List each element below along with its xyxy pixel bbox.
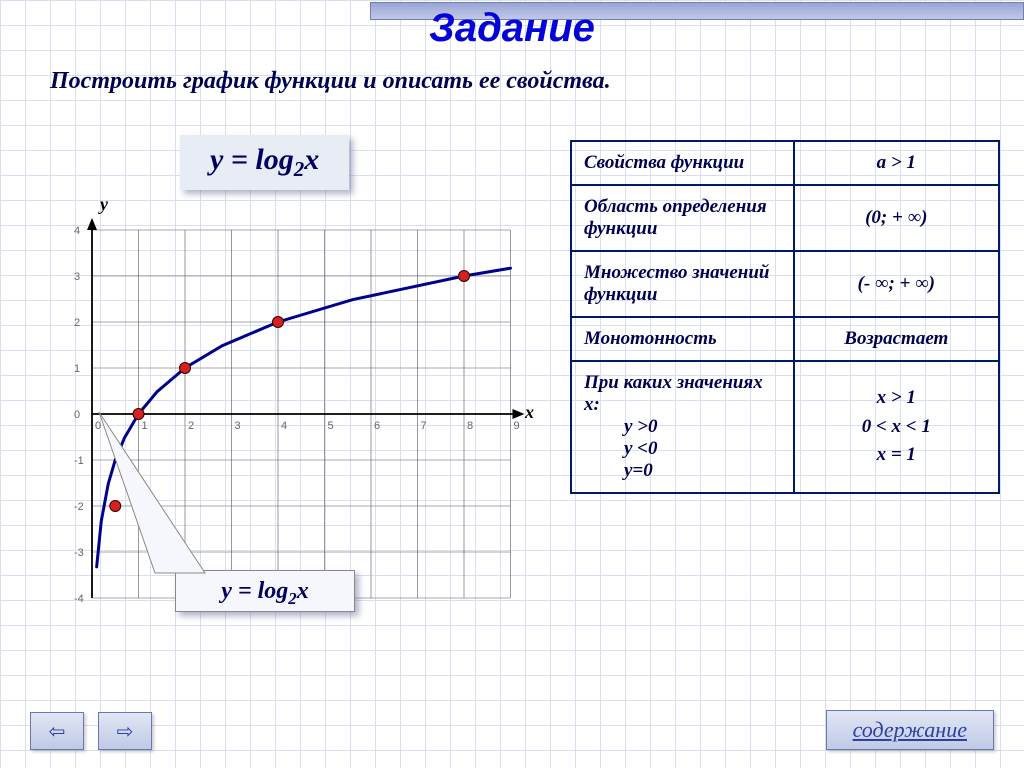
formula-box: y = log2x — [180, 135, 349, 190]
condition-answer: 0 < x < 1 — [807, 413, 986, 442]
svg-text:4: 4 — [74, 225, 80, 237]
svg-text:-2: -2 — [74, 501, 84, 513]
svg-text:2: 2 — [188, 420, 194, 432]
arrow-right-icon: ⇨ — [117, 719, 134, 744]
table-cell-answers: x > 1 0 < x < 1 x = 1 — [794, 361, 999, 493]
svg-text:6: 6 — [374, 420, 380, 432]
table-cell: Множество значений функции — [571, 251, 794, 317]
page-title: Задание — [429, 6, 595, 51]
condition-item: y <0 — [624, 438, 781, 460]
table-cell: (0; + ∞) — [794, 185, 999, 251]
svg-text:7: 7 — [421, 420, 427, 432]
log-chart: 0 1 2 3 4 5 6 7 8 9 -4 -3 -2 -1 0 1 2 3 4 — [50, 212, 530, 622]
svg-text:4: 4 — [281, 420, 287, 432]
svg-text:1: 1 — [74, 363, 80, 375]
contents-button[interactable]: содержание — [826, 710, 994, 750]
conditions-label: При каких значениях x: — [584, 372, 781, 416]
page-subtitle: Построить график функции и описать ее св… — [50, 68, 974, 95]
table-cell: Возрастает — [794, 317, 999, 361]
arrow-left-icon: ⇦ — [49, 719, 66, 744]
table-header-2: a > 1 — [794, 141, 999, 185]
svg-text:-3: -3 — [74, 547, 84, 559]
condition-answer: x > 1 — [807, 384, 986, 413]
svg-text:0: 0 — [95, 420, 101, 432]
table-cell: Область определения функции — [571, 185, 794, 251]
svg-text:3: 3 — [74, 271, 80, 283]
condition-item: y >0 — [624, 416, 781, 438]
svg-text:8: 8 — [467, 420, 473, 432]
svg-text:0: 0 — [74, 409, 80, 421]
svg-text:5: 5 — [328, 420, 334, 432]
table-header-1: Свойства функции — [571, 141, 794, 185]
condition-answer: x = 1 — [807, 441, 986, 470]
svg-text:2: 2 — [74, 317, 80, 329]
table-cell-conditions: При каких значениях x: y >0 y <0 y=0 — [571, 361, 794, 493]
table-cell: (- ∞; + ∞) — [794, 251, 999, 317]
svg-text:3: 3 — [235, 420, 241, 432]
svg-text:-1: -1 — [74, 455, 84, 467]
condition-item: y=0 — [624, 460, 781, 482]
table-cell: Монотонность — [571, 317, 794, 361]
svg-text:9: 9 — [514, 420, 520, 432]
svg-text:1: 1 — [142, 420, 148, 432]
svg-text:-4: -4 — [74, 593, 84, 605]
prev-button[interactable]: ⇦ — [30, 712, 84, 750]
next-button[interactable]: ⇨ — [98, 712, 152, 750]
curve-callout: y = log2x — [175, 570, 355, 612]
properties-table: Свойства функции a > 1 Область определен… — [570, 140, 1000, 494]
